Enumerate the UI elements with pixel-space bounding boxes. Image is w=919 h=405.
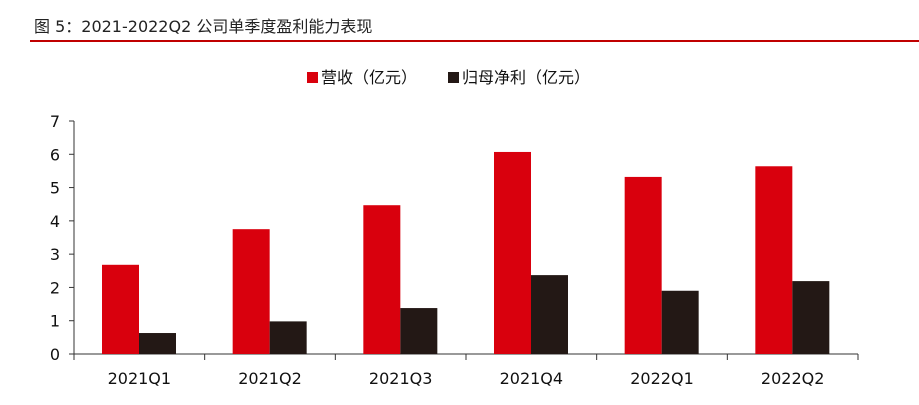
y-tick-label: 1 [50, 312, 60, 331]
x-tick-label: 2022Q2 [761, 369, 825, 388]
x-tick-label: 2021Q1 [108, 369, 172, 388]
bar-net-profit-2021Q3 [400, 308, 438, 354]
chart-legend: 营收（亿元） 归母净利（亿元） [307, 68, 590, 87]
bar-net-profit-2022Q1 [661, 290, 699, 354]
x-tick-label: 2022Q1 [630, 369, 694, 388]
y-tick-label: 7 [50, 112, 60, 131]
bar-net-profit-2021Q4 [531, 275, 568, 354]
legend-label-net-profit: 归母净利（亿元） [462, 68, 590, 87]
x-tick-label: 2021Q4 [500, 369, 564, 388]
bar-revenue-2021Q4 [494, 151, 531, 354]
y-tick-label: 6 [50, 145, 60, 164]
bar-net-profit-2021Q2 [269, 321, 307, 354]
bar-revenue-2022Q2 [755, 166, 793, 354]
x-tick-label: 2021Q2 [238, 369, 302, 388]
legend-swatch-net-profit [448, 72, 459, 83]
legend-label-revenue: 营收（亿元） [321, 68, 417, 87]
legend-swatch-revenue [307, 72, 318, 83]
y-tick-label: 4 [50, 212, 60, 231]
y-tick-label: 0 [50, 345, 60, 364]
bar-net-profit-2022Q2 [792, 281, 830, 354]
y-tick-label: 2 [50, 278, 60, 297]
bar-revenue-2021Q3 [363, 205, 401, 354]
bar-revenue-2022Q1 [624, 176, 662, 354]
x-tick-label: 2021Q3 [369, 369, 433, 388]
y-tick-label: 3 [50, 245, 60, 264]
title-divider [30, 40, 919, 42]
y-tick-label: 5 [50, 179, 60, 198]
bar-revenue-2021Q2 [232, 229, 270, 354]
bar-revenue-2021Q1 [102, 264, 139, 354]
bar-net-profit-2021Q1 [139, 333, 176, 354]
figure-title: 图 5：2021-2022Q2 公司单季度盈利能力表现 [34, 17, 373, 36]
